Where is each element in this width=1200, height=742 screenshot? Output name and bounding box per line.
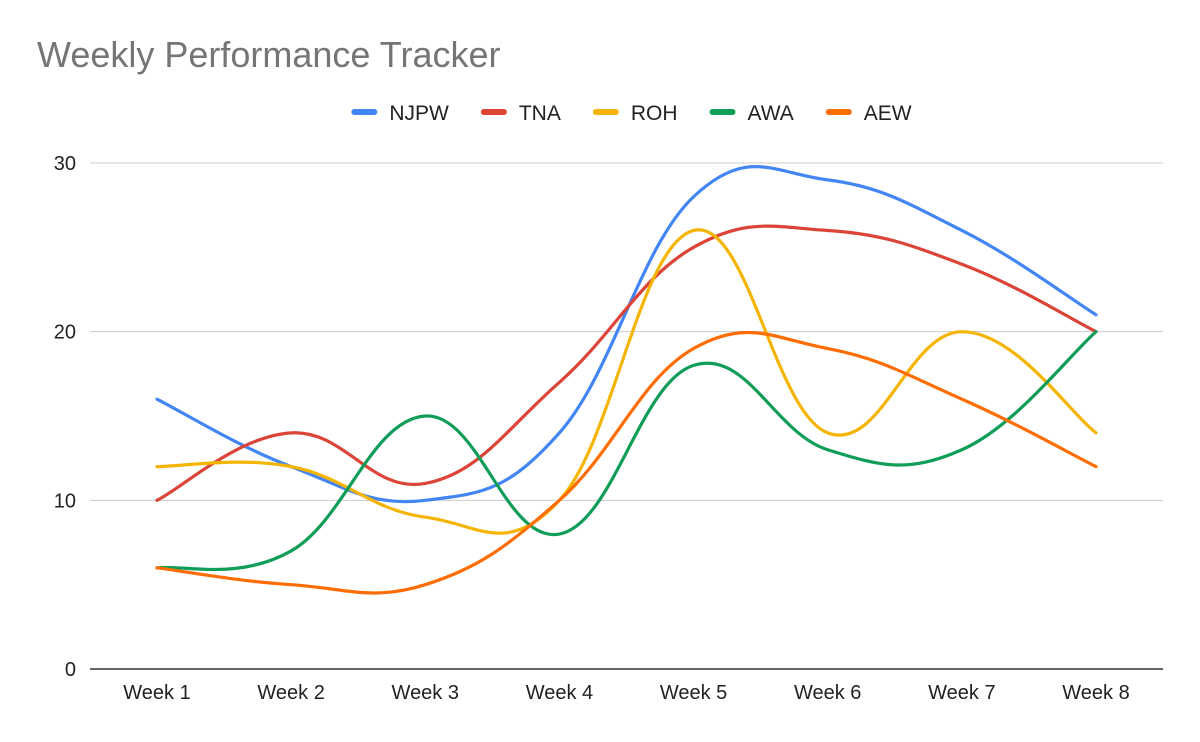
y-axis-ticks: 0 10 20 30	[54, 153, 76, 681]
chart-title: Weekly Performance Tracker	[37, 34, 501, 75]
x-tick-label: Week 5	[660, 682, 727, 704]
x-tick-label: Week 6	[794, 682, 861, 704]
x-axis-ticks: Week 1 Week 2 Week 3 Week 4 Week 5 Week 6 Week…	[123, 682, 1129, 704]
legend-item-aew: AEW	[825, 102, 912, 125]
legend-item-awa: AWA	[709, 102, 794, 125]
gridlines	[90, 162, 1163, 670]
series-line-awa	[155, 330, 1098, 572]
x-tick-label: Week 1	[123, 682, 190, 704]
legend-label: AEW	[864, 102, 912, 125]
legend-label: NJPW	[389, 102, 449, 125]
legend-label: ROH	[631, 102, 678, 125]
x-tick-label: Week 4	[526, 682, 593, 704]
x-tick-label: Week 8	[1062, 682, 1129, 704]
x-tick-label: Week 3	[392, 682, 459, 704]
x-tick-label: Week 7	[928, 682, 995, 704]
series-line-tna	[155, 224, 1098, 502]
series-lines	[155, 165, 1098, 595]
y-tick-label: 20	[54, 322, 76, 344]
series-line-aew	[155, 330, 1098, 595]
series-line-roh	[155, 228, 1098, 535]
legend-item-njpw: NJPW	[351, 102, 449, 125]
y-tick-label: 0	[65, 659, 76, 681]
legend-item-roh: ROH	[592, 102, 678, 125]
legend-label: TNA	[519, 102, 561, 125]
y-tick-label: 10	[54, 490, 76, 512]
x-tick-label: Week 2	[257, 682, 324, 704]
legend: NJPW TNA ROH AWA AEW	[351, 102, 912, 125]
y-tick-label: 30	[54, 153, 76, 175]
legend-label: AWA	[748, 102, 794, 125]
legend-item-tna: TNA	[480, 102, 561, 125]
